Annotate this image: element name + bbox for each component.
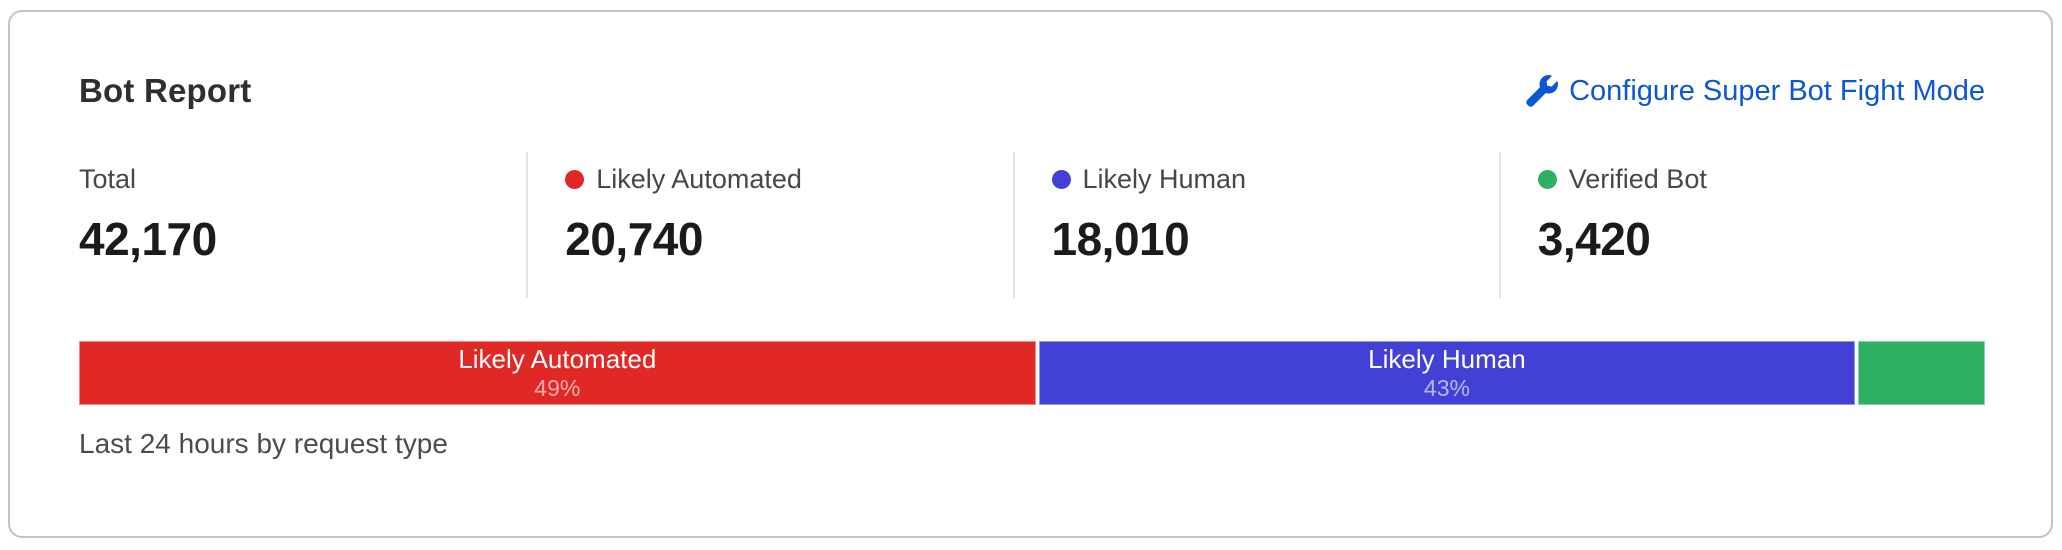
stat-total-label: Total	[79, 164, 137, 194]
verified-bot-dot-icon	[1537, 170, 1557, 189]
stat-likely-automated: Likely Automated 20,740	[526, 152, 1012, 298]
card-header: Bot Report Configure Super Bot Fight Mod…	[79, 72, 1985, 110]
bar-segment-percentage: 43%	[1423, 374, 1470, 401]
stat-verified-bot-value: 3,420	[1537, 213, 1651, 265]
bar-segment-label: Likely Automated	[458, 343, 657, 374]
stat-total: Total 42,170	[79, 152, 526, 298]
card-footer-caption: Last 24 hours by request type	[79, 428, 448, 459]
stat-likely-automated-value: 20,740	[565, 213, 703, 265]
likely-automated-dot-icon	[565, 170, 585, 189]
bar-segment-label: Likely Human	[1368, 343, 1526, 374]
bar-segment-likely-human: Likely Human 43%	[1038, 341, 1856, 405]
stat-verified-bot-label: Verified Bot	[1568, 164, 1707, 194]
stat-likely-human-label: Likely Human	[1082, 164, 1247, 194]
bar-segment-likely-automated: Likely Automated 49%	[79, 341, 1036, 405]
card-title: Bot Report	[79, 72, 252, 109]
stat-likely-human: Likely Human 18,010	[1012, 152, 1499, 298]
bar-segment-verified-bot	[1858, 341, 1985, 405]
request-type-stacked-bar: Likely Automated 49% Likely Human 43%	[79, 341, 1985, 405]
stat-total-value: 42,170	[79, 213, 217, 265]
stat-verified-bot: Verified Bot 3,420	[1498, 152, 1985, 298]
bar-segment-percentage: 49%	[534, 374, 581, 401]
bot-report-card: Bot Report Configure Super Bot Fight Mod…	[8, 10, 2053, 538]
configure-super-bot-fight-mode-link[interactable]: Configure Super Bot Fight Mode	[1525, 75, 1985, 108]
stat-likely-automated-label: Likely Automated	[596, 164, 802, 194]
wrench-icon	[1525, 74, 1559, 108]
configure-link-label: Configure Super Bot Fight Mode	[1569, 74, 1985, 107]
stat-likely-human-value: 18,010	[1051, 213, 1190, 265]
likely-human-dot-icon	[1051, 170, 1071, 189]
stats-row: Total 42,170 Likely Automated 20,740 Lik…	[79, 152, 1985, 298]
